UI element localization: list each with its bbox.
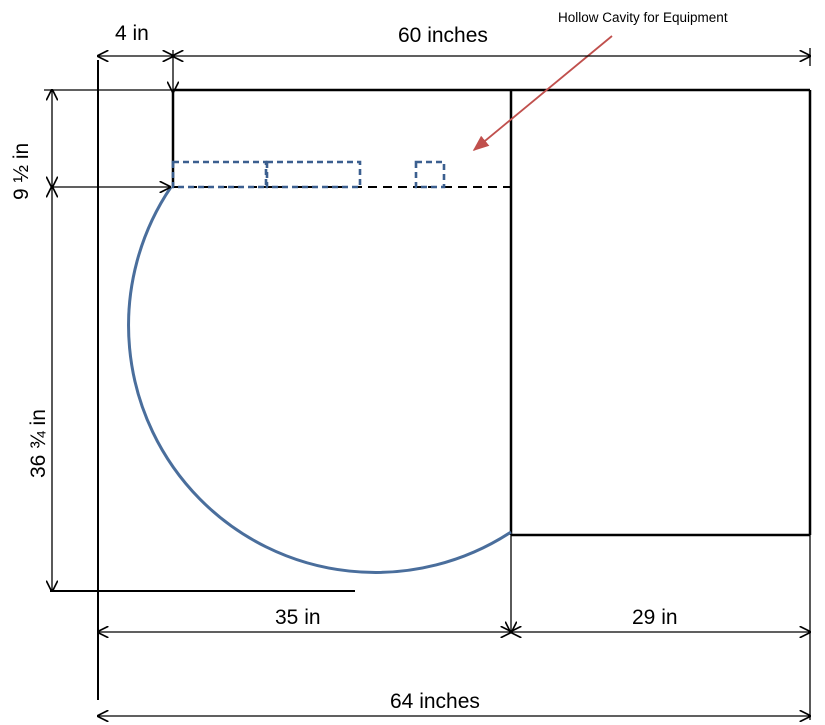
cavity-box (265, 160, 362, 189)
callout-arrow (472, 35, 613, 152)
dim-label-36-75in: 36 ¾ in (27, 409, 50, 478)
dim-label-9-5in: 9 ½ in (10, 143, 33, 200)
dimension-64in: 64 inches (98, 640, 810, 720)
circular-arc (127, 186, 512, 574)
cavity-box (414, 160, 446, 189)
dim-label-35in: 35 in (275, 606, 321, 629)
dim-label-4in: 4 in (115, 22, 149, 45)
dim-label-64in: 64 inches (390, 690, 480, 713)
dimension-36-75in: 36 ¾ in (27, 187, 52, 591)
dimension-4in: 4 in (98, 22, 173, 92)
cavity-callout-label: Hollow Cavity for Equipment (558, 10, 728, 25)
dim-label-60in: 60 inches (398, 24, 488, 47)
dim-label-29in: 29 in (632, 606, 678, 629)
dimension-9-5in: 9 ½ in (10, 90, 178, 200)
dimension-60in: 60 inches (173, 24, 810, 66)
cavity-box (171, 160, 268, 189)
dimension-35in: 35 in (98, 535, 511, 632)
equipment-cavities (171, 160, 446, 189)
dimension-29in: 29 in (511, 535, 810, 640)
structure-outline (50, 60, 812, 700)
